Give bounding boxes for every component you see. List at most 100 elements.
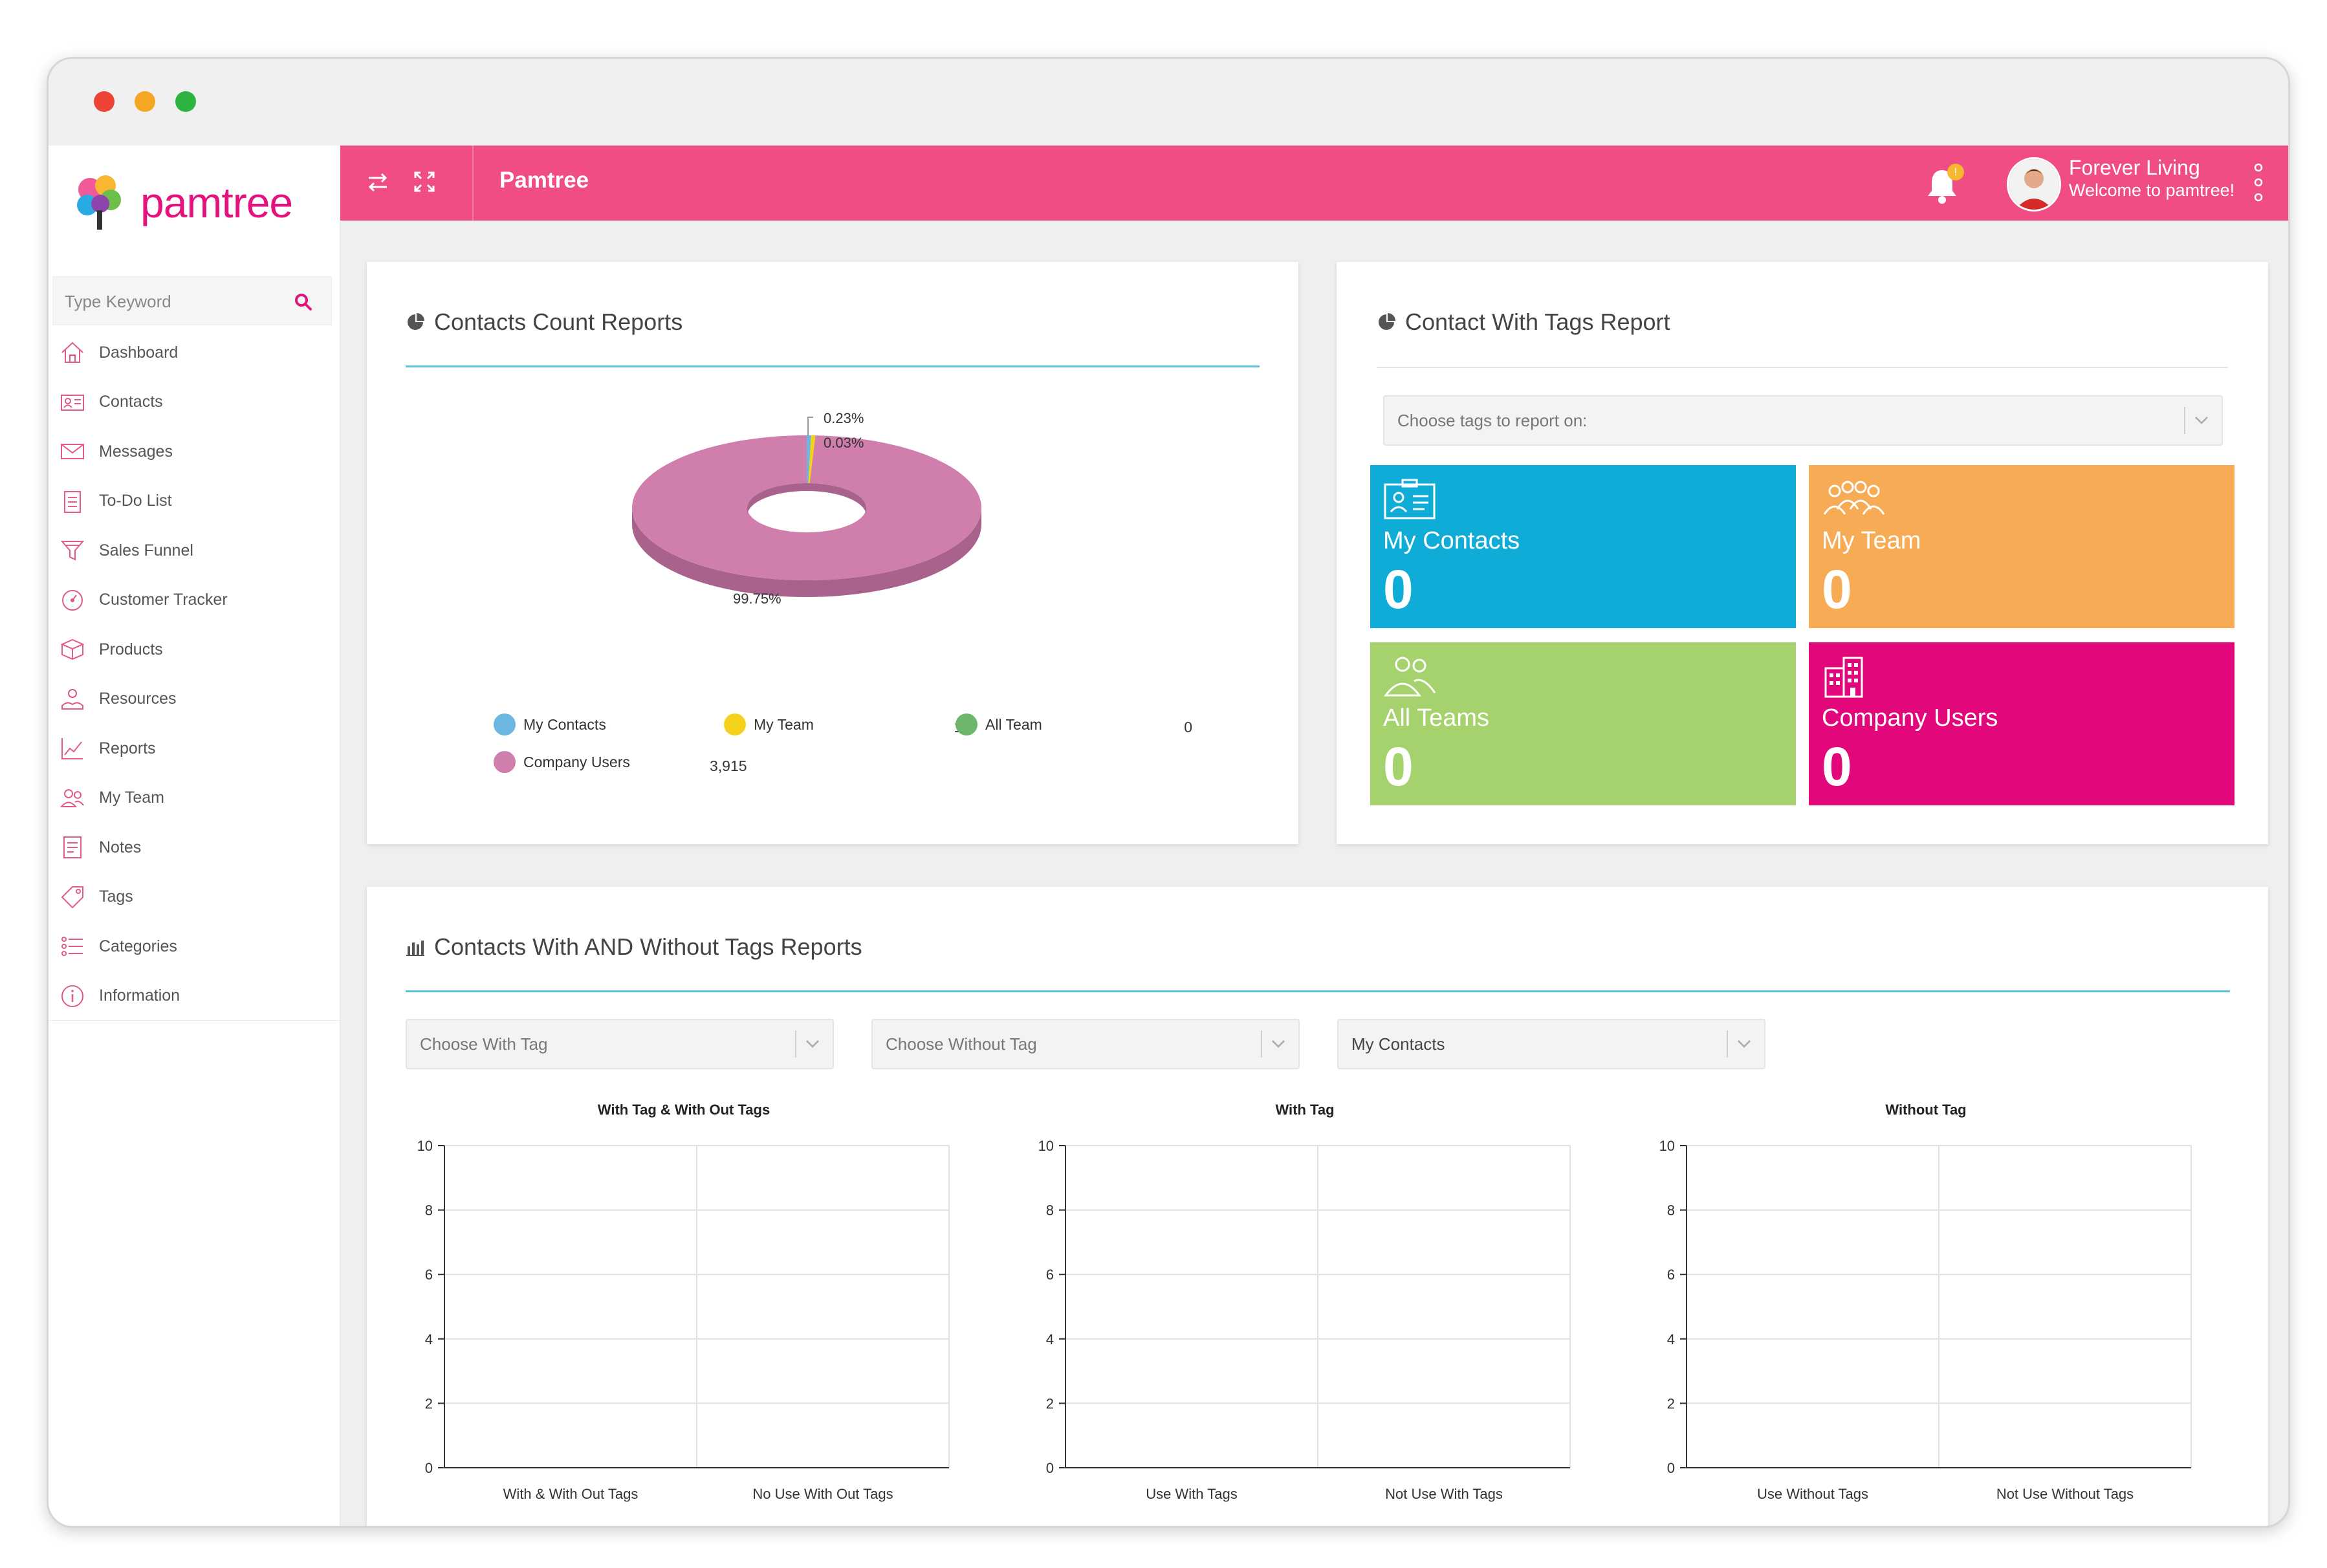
select-placeholder: Choose tags to report on: [1397, 411, 1588, 430]
minimize-window-button[interactable] [135, 91, 155, 112]
clipboard-icon [64, 490, 81, 513]
brand-logo[interactable]: pamtree [73, 170, 319, 235]
sidebar-item-products[interactable]: Products [49, 625, 340, 675]
legend-item-company-users[interactable]: Company Users [494, 751, 630, 773]
y-tick-label: 6 [1667, 1267, 1675, 1283]
search-icon[interactable] [294, 292, 312, 310]
card-title: Contacts With AND Without Tags Reports [434, 933, 862, 960]
select-placeholder: Choose Without Tag [886, 1034, 1037, 1054]
sidebar-item-label: Contacts [99, 393, 163, 411]
sidebar-item-information[interactable]: Information [49, 972, 340, 1021]
sidebar-item-contacts[interactable]: Contacts [49, 378, 340, 428]
notification-badge: ! [1947, 164, 1964, 180]
tile-label: My Team [1822, 527, 1921, 554]
sidebar-item-tags[interactable]: Tags [49, 873, 340, 922]
id-card-icon [1384, 479, 1436, 519]
sidebar-item-label: Categories [99, 937, 177, 955]
legend-swatch [494, 713, 516, 735]
list-icon [61, 937, 83, 957]
tags-report-card: Contact With Tags Report Choose tags to … [1337, 262, 2268, 844]
tag-icon [61, 886, 83, 909]
funnel-icon [60, 541, 85, 561]
search-input[interactable] [63, 277, 286, 326]
bar-chart-with-tag: 0 2 4 6 8 10 Use With Tags Not Use With Tags [1038, 1138, 1571, 1502]
sidebar-item-notes[interactable]: Notes [49, 823, 340, 873]
legend-item-all-team[interactable]: All Team [956, 713, 1042, 735]
tile-value: 0 [1822, 736, 1852, 797]
legend-item-my-team[interactable]: My Team [724, 713, 814, 735]
chevron-down-icon [806, 1040, 819, 1048]
tile-my-team[interactable]: My Team 0 [1809, 465, 2234, 628]
y-tick-label: 4 [1046, 1331, 1054, 1347]
legend-swatch [724, 713, 746, 735]
tile-label: Company Users [1822, 704, 1998, 732]
chart-title: With Tag & With Out Tags [597, 1102, 770, 1118]
chevron-down-icon [2195, 417, 2208, 424]
tile-company-users[interactable]: Company Users 0 [1809, 642, 2234, 805]
page-title: Pamtree [499, 168, 589, 193]
select-divider [795, 1030, 796, 1058]
sidebar-item-categories[interactable]: Categories [49, 922, 340, 972]
scope-select[interactable]: My Contacts [1337, 1019, 1765, 1069]
sidebar-item-sales-funnel[interactable]: Sales Funnel [49, 526, 340, 576]
close-window-button[interactable] [94, 91, 115, 112]
tile-value: 0 [1383, 559, 1414, 620]
donut-slice-company-users [632, 435, 981, 580]
browser-window: pamtree Dashboard Contacts Messages [47, 57, 2290, 1528]
title-underline [406, 365, 1260, 367]
legend-value: 3,915 [710, 757, 747, 774]
tags-select[interactable]: Choose tags to report on: [1383, 395, 2223, 446]
y-tick-label: 10 [417, 1138, 433, 1154]
legend-item-my-contacts[interactable]: My Contacts [494, 713, 606, 735]
sidebar-item-label: Reports [99, 739, 156, 757]
tile-all-teams[interactable]: All Teams 0 [1370, 642, 1796, 805]
slice-label: 0.23% [824, 411, 864, 426]
line-chart-icon [61, 738, 83, 760]
legend-value: 0 [1184, 719, 1192, 735]
legend-swatch [956, 713, 978, 735]
fullscreen-button[interactable] [406, 164, 442, 200]
x-tick-label: No Use With Out Tags [752, 1486, 893, 1502]
with-tag-select[interactable]: Choose With Tag [406, 1019, 834, 1069]
y-tick-label: 0 [1046, 1460, 1054, 1476]
sidebar-item-dashboard[interactable]: Dashboard [49, 328, 340, 378]
y-tick-label: 4 [1667, 1331, 1675, 1347]
with-without-header: Contacts With AND Without Tags Reports [406, 933, 862, 961]
maximize-window-button[interactable] [175, 91, 196, 112]
donut-slice-my-contacts[interactable] [807, 435, 811, 484]
tile-my-contacts[interactable]: My Contacts 0 [1370, 465, 1796, 628]
sidebar-item-my-team[interactable]: My Team [49, 774, 340, 823]
without-tag-select[interactable]: Choose Without Tag [871, 1019, 1300, 1069]
sidebar-item-label: My Team [99, 789, 164, 807]
sidebar-item-customer-tracker[interactable]: Customer Tracker [49, 576, 340, 626]
sidebar-item-reports[interactable]: Reports [49, 724, 340, 774]
user-name[interactable]: Forever Living [2069, 156, 2200, 179]
label-leader-line [807, 417, 813, 438]
sidebar-item-label: Messages [99, 442, 173, 461]
notifications-button[interactable]: ! [1923, 164, 1965, 206]
box-icon [60, 639, 85, 660]
y-tick-label: 2 [1046, 1395, 1054, 1411]
sidebar-item-messages[interactable]: Messages [49, 427, 340, 477]
contacts-count-card: Contacts Count Reports 0.23% 0.03% 99.75% … [367, 262, 1298, 844]
sidebar-item-resources[interactable]: Resources [49, 675, 340, 724]
sidebar-item-todo[interactable]: To-Do List [49, 477, 340, 527]
legend-label: All Team [985, 715, 1042, 733]
toggle-sidebar-button[interactable] [360, 164, 396, 200]
legend-swatch [494, 751, 516, 773]
chevron-down-icon [1272, 1040, 1285, 1048]
contacts-card-icon [61, 394, 84, 411]
pie-chart-icon [408, 313, 424, 330]
swap-arrows-icon [368, 173, 388, 192]
avatar[interactable] [2007, 157, 2061, 212]
y-tick-label: 6 [1046, 1267, 1054, 1283]
envelope-icon [61, 444, 84, 460]
donut-slice-my-team[interactable] [808, 435, 816, 484]
resources-icon [61, 688, 83, 710]
x-tick-label: With & With Out Tags [503, 1486, 639, 1502]
team-group-icon [1823, 481, 1885, 515]
home-icon [61, 342, 83, 364]
y-tick-label: 0 [425, 1460, 433, 1476]
sidebar-item-label: Notes [99, 838, 142, 856]
more-options-icon[interactable] [2249, 160, 2268, 205]
